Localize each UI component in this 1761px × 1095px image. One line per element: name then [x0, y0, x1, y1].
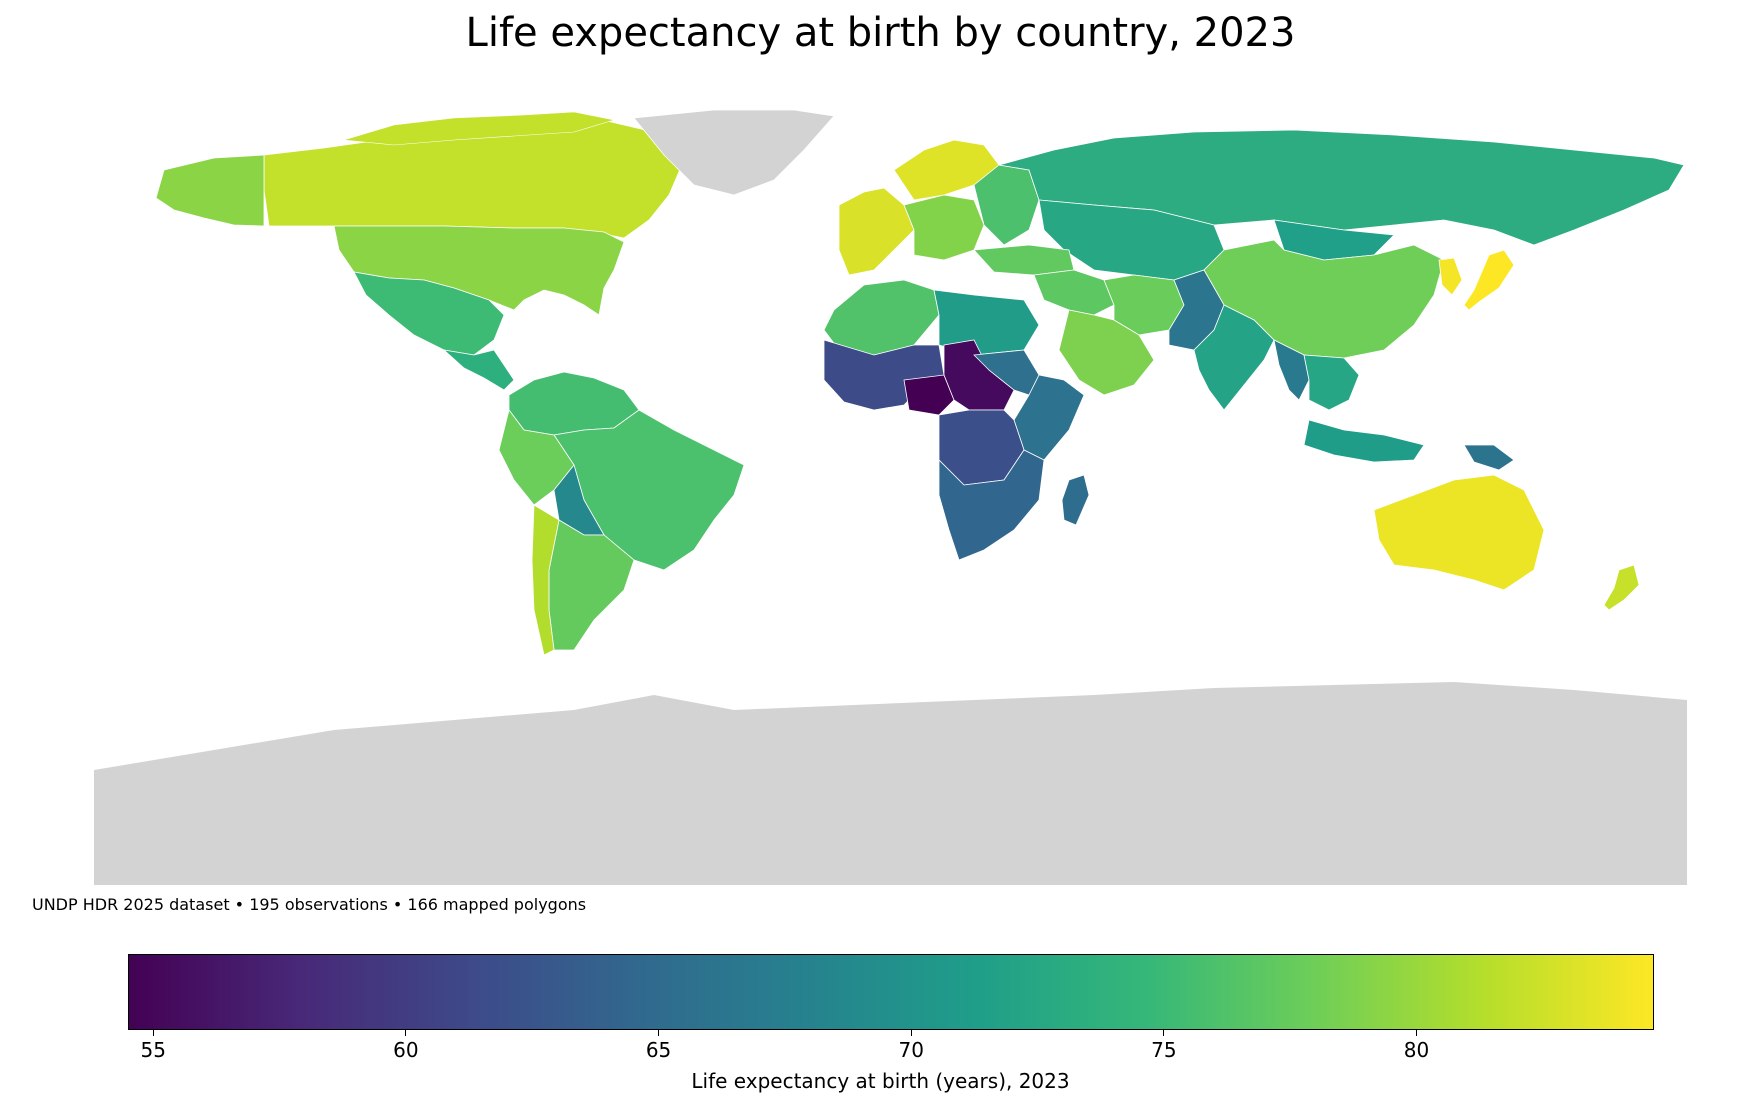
region-central-america: [442, 349, 515, 391]
region-southern-africa: [938, 449, 1045, 561]
region-korea: [1438, 257, 1463, 296]
tick-mark: [405, 1030, 407, 1036]
colorbar-tick-80: 80: [1387, 1030, 1447, 1062]
tick-mark: [152, 1030, 154, 1036]
region-canada-islands: [343, 111, 615, 146]
colorbar-tick-70: 70: [881, 1030, 941, 1062]
tick-label: 75: [1151, 1038, 1177, 1062]
tick-label: 60: [393, 1038, 419, 1062]
region-middle-east: [1033, 269, 1115, 316]
region-madagascar: [1061, 474, 1090, 526]
colorbar-ticks: 55 60 65 70 75 80: [128, 1030, 1654, 1062]
region-new-zealand: [1603, 564, 1640, 611]
region-nigeria: [903, 374, 955, 416]
page-title: Life expectancy at birth by country, 202…: [465, 10, 1296, 56]
tick-label: 80: [1403, 1038, 1430, 1062]
region-india: [1193, 304, 1275, 411]
colorbar: [128, 954, 1654, 1030]
colorbar-tick-75: 75: [1134, 1030, 1194, 1062]
tick-mark: [1163, 1030, 1165, 1036]
region-southeast-asia: [1303, 354, 1360, 411]
region-chile: [531, 504, 560, 656]
region-indonesia: [1303, 419, 1425, 463]
tick-label: 65: [645, 1038, 672, 1062]
dataset-footnote: UNDP HDR 2025 dataset • 195 observations…: [32, 895, 587, 914]
region-japan: [1463, 249, 1515, 311]
tick-label: 55: [140, 1038, 166, 1062]
world-choropleth-map: [94, 110, 1687, 885]
region-antarctica: [94, 682, 1687, 885]
region-north-africa: [823, 279, 940, 356]
colorbar-tick-65: 65: [629, 1030, 689, 1062]
tick-mark: [658, 1030, 660, 1036]
region-greenland: [633, 110, 835, 196]
colorbar-tick-55: 55: [123, 1030, 183, 1062]
tick-mark: [1416, 1030, 1417, 1036]
colorbar-label: Life expectancy at birth (years), 2023: [691, 1069, 1070, 1093]
region-saudi-arabia: [1058, 309, 1155, 396]
tick-label: 70: [898, 1038, 924, 1062]
tick-mark: [910, 1030, 912, 1036]
region-alaska: [155, 154, 265, 227]
region-western-europe: [838, 187, 915, 276]
region-mexico: [353, 271, 505, 356]
region-australia: [1373, 474, 1545, 591]
region-central-europe: [903, 194, 985, 261]
region-turkey: [973, 244, 1075, 276]
region-eastern-europe: [973, 164, 1040, 246]
colorbar-tick-60: 60: [376, 1030, 436, 1062]
region-papua-new-guinea: [1463, 444, 1515, 471]
map-svg: [94, 110, 1687, 885]
